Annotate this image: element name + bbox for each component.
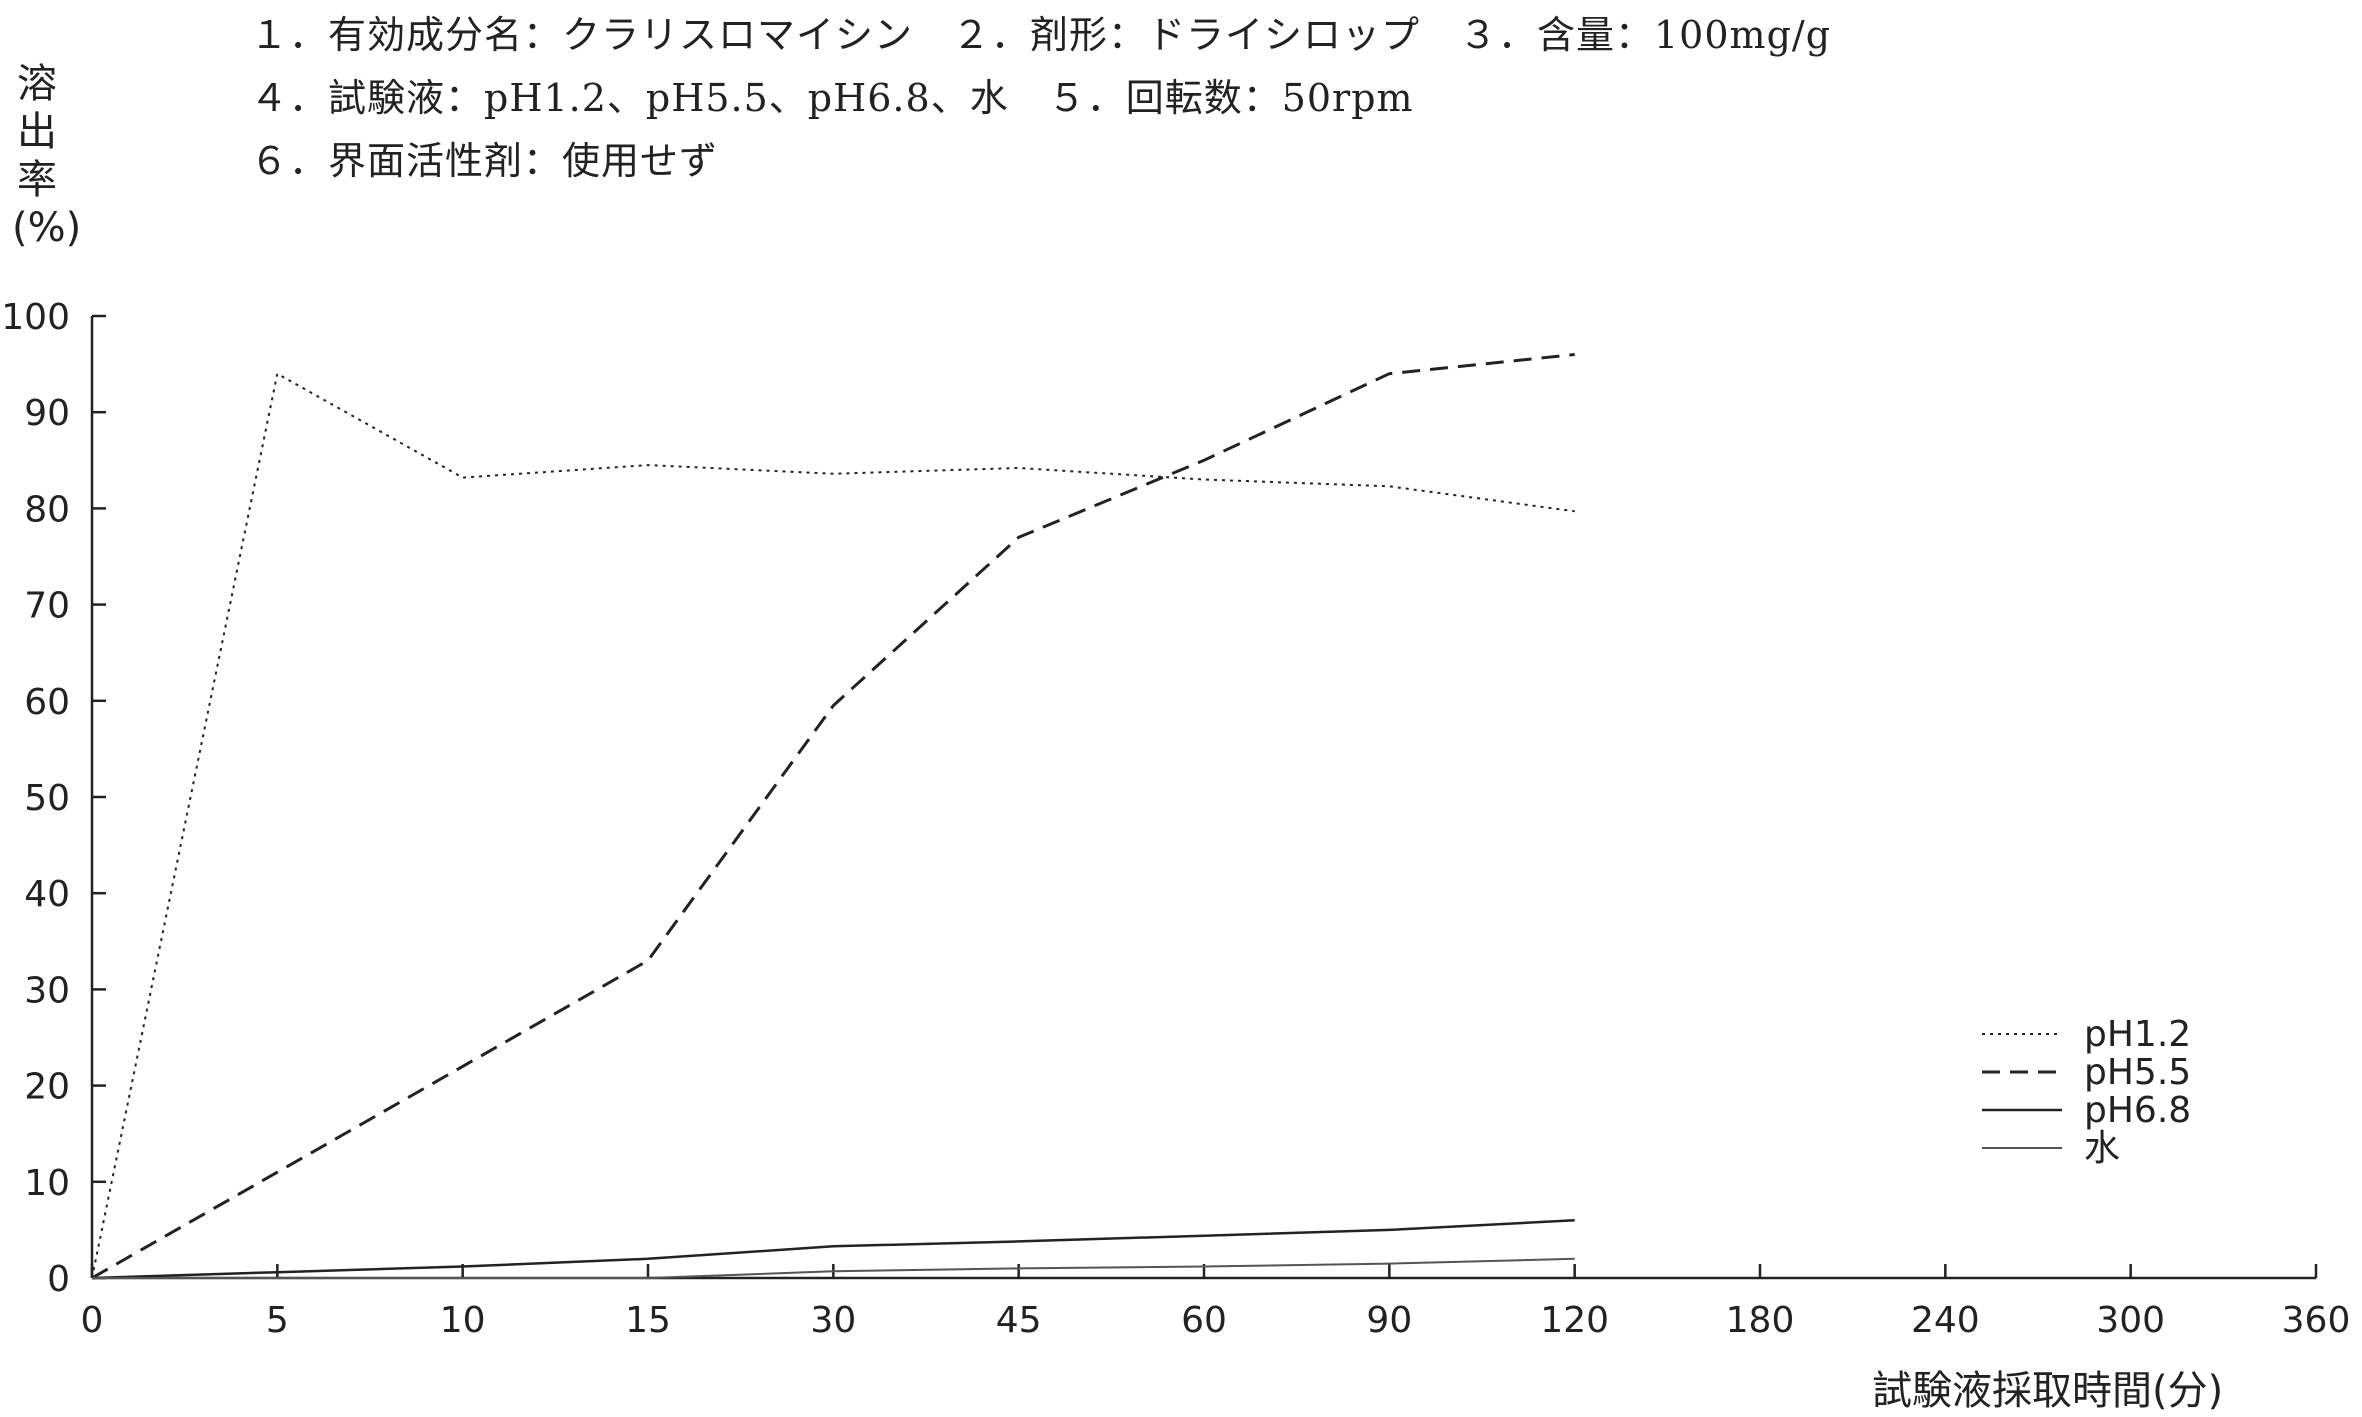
x-tick-label: 30 <box>810 1300 856 1341</box>
y-axis-label-char: 率 <box>17 157 57 203</box>
legend-label: pH5.5 <box>2084 1052 2191 1093</box>
y-tick-label: 100 <box>1 297 70 338</box>
x-tick-label: 360 <box>2282 1300 2351 1341</box>
x-tick-label: 180 <box>1726 1300 1795 1341</box>
header-line-2: ４．試験液：pH1.2、pH5.5、pH6.8、水 ５．回転数：50rpm <box>250 76 1414 120</box>
legend-label: 水 <box>2084 1128 2120 1169</box>
x-tick-label: 15 <box>625 1300 671 1341</box>
x-tick-label: 240 <box>1911 1300 1980 1341</box>
y-axis-label-char: 溶 <box>17 61 57 107</box>
header-line-3: ６．界面活性剤：使用せず <box>250 139 719 183</box>
x-tick-label: 120 <box>1540 1300 1609 1341</box>
y-tick-label: 60 <box>24 682 70 723</box>
y-tick-label: 0 <box>47 1259 70 1300</box>
series-line-2 <box>91 353 1575 1280</box>
y-tick-label: 10 <box>24 1163 70 1204</box>
series-line-3 <box>91 1219 1575 1280</box>
x-tick-label: 5 <box>266 1300 289 1341</box>
x-tick-label: 10 <box>440 1300 486 1341</box>
x-axis-label: 試験液採取時間(分) <box>1872 1368 2224 1414</box>
series-line-1 <box>91 372 1575 1279</box>
x-tick-label: 60 <box>1181 1300 1227 1341</box>
y-tick-label: 40 <box>24 874 70 915</box>
series-line-4 <box>92 1257 1575 1279</box>
y-tick-label: 70 <box>24 586 70 627</box>
y-tick-label: 20 <box>24 1067 70 1108</box>
header-line-1: １．有効成分名：クラリスロマイシン ２．剤形：ドライシロップ ３．含量：100m… <box>250 13 1832 57</box>
legend-label: pH6.8 <box>2084 1090 2191 1131</box>
legend-label: pH1.2 <box>2084 1014 2191 1055</box>
x-tick-label: 300 <box>2096 1300 2165 1341</box>
y-tick-label: 30 <box>24 970 70 1011</box>
y-tick-label: 90 <box>24 393 70 434</box>
x-tick-label: 45 <box>996 1300 1042 1341</box>
y-tick-label: 80 <box>24 489 70 530</box>
y-axis-label-char: 出 <box>17 109 57 155</box>
x-tick-label: 0 <box>81 1300 104 1341</box>
y-tick-label: 50 <box>24 778 70 819</box>
x-tick-label: 90 <box>1366 1300 1412 1341</box>
